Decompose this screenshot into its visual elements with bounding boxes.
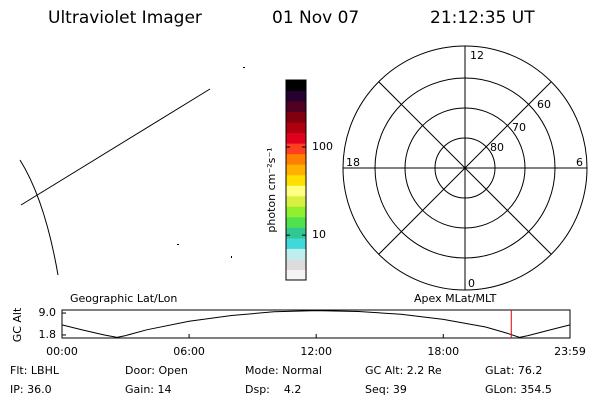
y-tick-label: 1.8 (39, 328, 57, 341)
color-swatch (286, 122, 306, 134)
polar-plot: 12 6 18 0 60 70 80 (342, 45, 588, 291)
color-swatch (286, 90, 306, 102)
info-field: Mode: Normal (245, 364, 322, 377)
map-dot (231, 256, 232, 258)
color-swatch (286, 237, 306, 249)
color-swatch (286, 164, 306, 176)
color-swatch (286, 174, 306, 186)
color-swatch (286, 101, 306, 113)
color-swatch (286, 111, 306, 123)
mlt-label: 18 (346, 156, 360, 169)
map-line (19, 159, 59, 276)
mlt-label: 0 (468, 277, 475, 290)
color-swatch (286, 216, 306, 228)
y-tick-label: 9.0 (39, 306, 57, 319)
mlt-line (378, 81, 552, 255)
plot-title: Apex MLat/MLT (414, 292, 497, 305)
info-field: Door: Open (125, 364, 188, 377)
x-tick-label: 06:00 (173, 345, 205, 358)
color-swatch (286, 132, 306, 144)
colorbar-label: photon cm⁻²s⁻¹ (265, 147, 278, 232)
info-field: GC Alt: 2.2 Re (365, 364, 442, 377)
color-swatch (286, 227, 306, 239)
info-field: Gain: 14 (125, 383, 172, 396)
x-tick-label: 18:00 (427, 345, 459, 358)
mlt-label: 12 (470, 49, 484, 62)
map-line (20, 88, 211, 206)
color-swatch (286, 269, 306, 281)
altitude-line (61, 310, 571, 338)
color-swatch (286, 153, 306, 165)
plot-title: Geographic Lat/Lon (70, 292, 177, 305)
lat-label: 70 (512, 121, 526, 134)
color-swatch (286, 143, 306, 155)
color-swatch (286, 80, 306, 92)
x-tick-label: 12:00 (300, 345, 332, 358)
x-tick-label: 23:59 (554, 345, 586, 358)
time: 21:12:35 UT (430, 8, 535, 28)
info-panel: Flt: LBHL Door: Open Mode: Normal GC Alt: 2… (10, 364, 552, 396)
altitude-plot: Geographic Lat/Lon Apex MLat/MLT GC Alt … (11, 292, 586, 358)
instrument: Ultraviolet Imager (48, 8, 202, 28)
color-swatch (286, 206, 306, 218)
info-field: Flt: LBHL (10, 364, 60, 377)
info-field: GLon: 354.5 (485, 383, 552, 396)
map-dot (177, 244, 179, 245)
date: 01 Nov 07 (272, 8, 359, 28)
plot-frame (61, 309, 571, 339)
color-swatch (286, 195, 306, 207)
y-axis-label: GC Alt (11, 307, 24, 342)
info-field: Dsp: 4.2 (245, 383, 301, 396)
map (19, 67, 245, 276)
color-swatch (286, 258, 306, 270)
colorbar: 10 100 (285, 79, 333, 281)
color-swatch (286, 248, 306, 260)
mlt-label: 6 (576, 156, 583, 169)
x-tick-label: 00:00 (46, 345, 78, 358)
tick-label: 100 (312, 140, 333, 153)
color-swatch (286, 185, 306, 197)
colorbar-frame (285, 79, 307, 281)
info-field: GLat: 76.2 (485, 364, 542, 377)
map-dot (243, 67, 245, 68)
info-field: IP: 36.0 (10, 383, 52, 396)
lat-label: 60 (537, 98, 551, 111)
tick-label: 10 (312, 228, 326, 241)
info-field: Seq: 39 (365, 383, 407, 396)
lat-label: 80 (490, 141, 504, 154)
